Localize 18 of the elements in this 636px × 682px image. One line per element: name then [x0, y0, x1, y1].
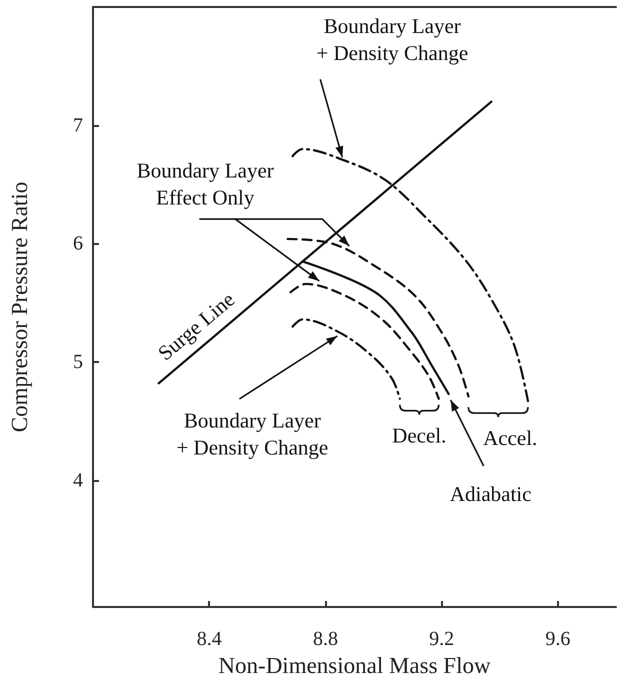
annotation: Boundary Layer + Density Change	[176, 408, 328, 460]
annotation: Boundary Layer Effect Only	[136, 158, 274, 210]
text: Adiabatic	[450, 482, 532, 506]
y-tick-label: 7	[73, 114, 83, 136]
annotation: Boundary Layer + Density Change	[316, 14, 468, 65]
x-tick-label: 8.8	[312, 628, 338, 650]
x-axis-title: Non-Dimensional Mass Flow	[218, 652, 491, 678]
y-tick-label: 4	[73, 469, 83, 492]
y-axis-title: Compressor Pressure Ratio	[7, 182, 32, 432]
annotation: Accel.	[483, 426, 538, 450]
x-tick-label: 8.4	[196, 628, 222, 650]
line-series	[292, 318, 401, 400]
y-tick-label: 5	[73, 351, 83, 374]
line-series	[289, 282, 440, 400]
x-tick-label: 9.2	[429, 628, 454, 650]
x-tick-label: 9.6	[545, 628, 570, 650]
annotation: Decel.	[392, 424, 446, 448]
y-tick-label: 6	[73, 232, 83, 255]
